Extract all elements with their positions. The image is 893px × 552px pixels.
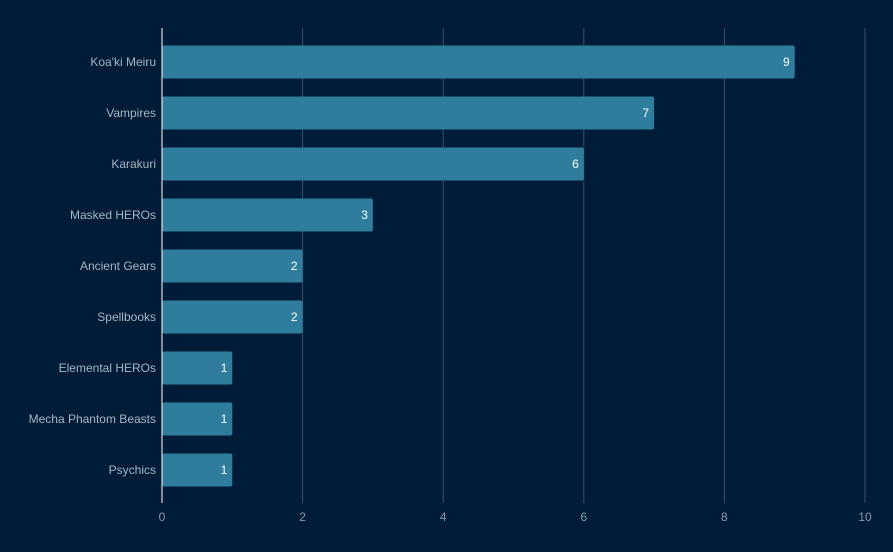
data-label: 1: [221, 463, 228, 477]
bar: [162, 351, 233, 385]
x-tick-label: 2: [299, 510, 306, 524]
category-label: Ancient Gears: [80, 259, 156, 273]
x-tick-label: 8: [721, 510, 728, 524]
bar: [162, 402, 233, 436]
data-label: 7: [642, 106, 649, 120]
data-label: 6: [572, 157, 579, 171]
data-label: 9: [783, 55, 790, 69]
data-label: 2: [291, 259, 298, 273]
category-label: Mecha Phantom Beasts: [29, 412, 156, 426]
x-tick-label: 6: [580, 510, 587, 524]
data-label: 1: [221, 412, 228, 426]
x-tick-label: 10: [858, 510, 872, 524]
bar: [162, 198, 373, 232]
bar: [162, 96, 655, 130]
data-label: 3: [361, 208, 368, 222]
bar: [162, 300, 303, 334]
bar: [162, 249, 303, 283]
x-tick-label: 0: [159, 510, 166, 524]
category-label: Vampires: [106, 106, 156, 120]
bar: [162, 147, 584, 181]
category-label: Spellbooks: [97, 310, 156, 324]
category-label: Karakuri: [111, 157, 156, 171]
category-label: Psychics: [109, 463, 156, 477]
data-label: 2: [291, 310, 298, 324]
bar: [162, 453, 233, 487]
bar: [162, 45, 795, 79]
category-label: Elemental HEROs: [59, 361, 156, 375]
x-tick-label: 4: [440, 510, 447, 524]
data-label: 1: [221, 361, 228, 375]
category-label: Masked HEROs: [70, 208, 156, 222]
category-label: Koa'ki Meiru: [90, 55, 156, 69]
